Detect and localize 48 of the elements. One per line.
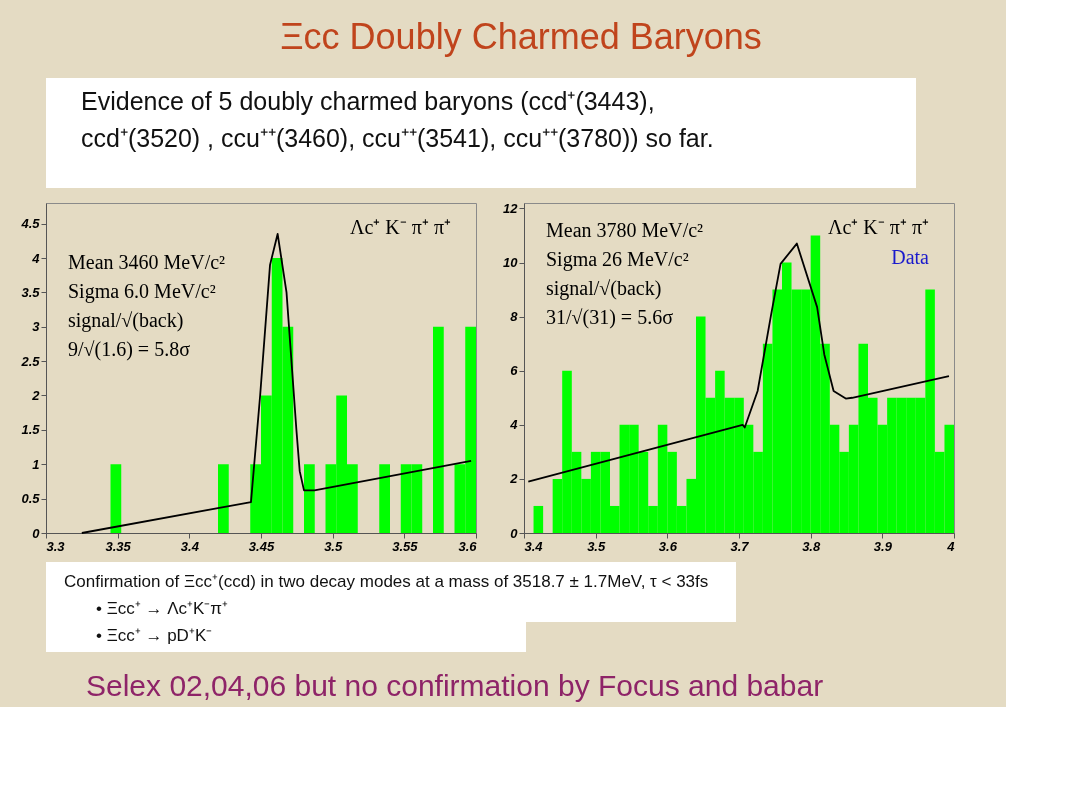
x-tick-label: 3.4 [180,538,200,554]
annotation: Mean 3780 MeV/c² [546,219,704,241]
y-tick-label: 6 [510,363,519,379]
x-tick-label: 3.9 [873,538,893,554]
x-tick-label: 3.55 [392,538,419,554]
y-tick-label: 1 [32,456,40,472]
annotation: Sigma 6.0 MeV/c² [68,280,216,303]
y-tick-label: 10 [503,255,519,271]
annotation: 31/√(31) = 5.6σ [546,306,674,329]
y-tick-label: 4.5 [20,216,41,232]
text: Confirmation of Ξcc⁺(ccd) in two decay modes at a mass of 3518.7 ± 1.7MeV, τ < 33fs [64,572,709,591]
x-tick-label: 3.7 [730,538,750,554]
chart-subtitle: Evidence of 5 doubly charmed baryons (ccd⁺(3443), ccd⁺(3520) , ccu⁺⁺(3460), ccu⁺⁺(3541), ccu⁺⁺(3780)) so far. [81,87,714,152]
x-tick-label: 3.35 [105,538,132,554]
text: • Ξcc⁺ → pD⁺K⁻ [96,626,213,645]
annotation: Mean 3460 MeV/c² [68,251,226,273]
y-tick-label: 8 [510,309,519,325]
y-tick-label: 2 [31,388,41,403]
y-tick-label: 0.5 [21,491,41,507]
x-tick-label: 3.5 [324,538,343,554]
y-tick-label: 1.5 [21,422,41,438]
y-tick-label: 4 [31,250,41,266]
annotation: Data [891,246,930,268]
chart-title: Ξcc Doubly Charmed Baryons [280,16,762,57]
x-tick-label: 3.6 [658,538,678,554]
y-tick-label: 2 [509,471,519,487]
x-tick-label: 3.5 [587,538,606,554]
annotation: Λc⁺ K⁻ π⁺ π⁺ [349,216,451,238]
annotation: Sigma 26 MeV/c² [546,248,689,271]
y-tick-label: 4 [509,417,519,433]
annotation: signal/√(back) [546,277,662,300]
x-tick-label: 3.45 [248,538,275,554]
annotation: signal/√(back) [68,309,184,332]
text: • Ξcc⁺ → Λc⁺K⁻π⁺ [96,599,229,618]
y-tick-label: 3 [32,319,41,335]
x-tick-label: 3.4 [524,538,544,554]
y-tick-label: 3.5 [21,284,41,300]
y-tick-label: 0 [510,525,519,541]
y-tick-label: 0 [32,525,41,541]
x-tick-label: 3.6 [458,538,478,554]
annotation: 9/√(1.6) = 5.8σ [68,338,191,361]
y-tick-label: 12 [503,200,519,216]
x-tick-label: 4 [946,538,956,554]
x-tick-label: 3.3 [46,538,66,554]
annotation: Λc⁺ K⁻ π⁺ π⁺ [827,216,929,238]
x-tick-label: 3.8 [802,538,821,554]
text: Selex 02,04,06 but no confirmation by Focus and babar [86,669,824,702]
y-tick-label: 2.5 [20,353,41,369]
